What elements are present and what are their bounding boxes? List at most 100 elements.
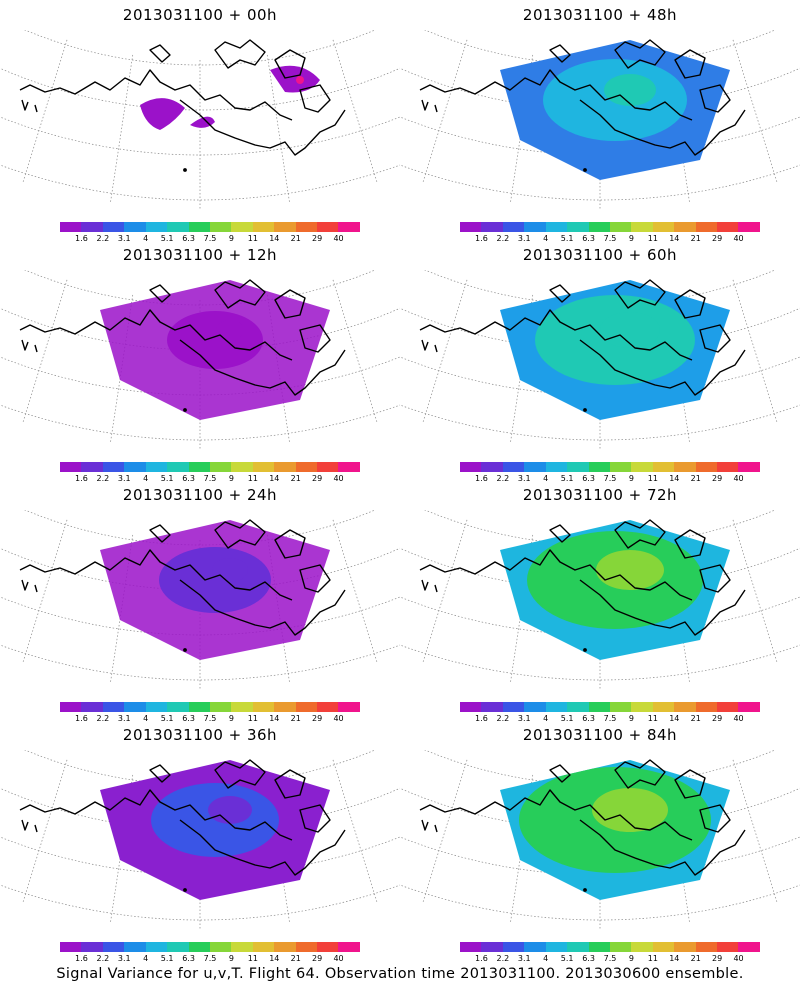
colorbar-tick-label: 40 [733,714,744,723]
map-panel: 2013031100 + 84h 1.6 2.2 3.1 4 5.1 6.3 7.5 9 11 14… [400,720,800,963]
colorbar-swatch [695,702,718,712]
colorbar-tick-label: 7.5 [203,234,217,243]
colorbar-swatch [81,942,103,952]
colorbar-swatch [167,222,189,232]
colorbar-tick-label: 29 [712,954,723,963]
colorbar-swatch [738,942,760,952]
colorbar-swatch [102,942,125,952]
colorbar-swatch [145,222,168,232]
colorbar-tick-label: 7.5 [603,474,617,483]
map-panel: 2013031100 + 12h 1.6 2.2 3.1 4 5.1 6.3 7.5 9 11 14… [0,240,400,483]
colorbar-tick-label: 1.6 [475,714,488,723]
map-panel: 2013031100 + 48h 1.6 2.2 3.1 4 5.1 6.3 7.5 9 11 14… [400,0,800,243]
colorbar-swatch [145,942,168,952]
colorbar-labels: 1.6 2.2 3.1 4 5.1 6.3 7.5 9 11 14 21 29 40 [450,954,770,964]
colorbar-tick-label: 6.3 [582,954,595,963]
map-image [400,270,800,450]
colorbar-swatch [652,702,675,712]
panel-title: 2013031100 + 24h [122,486,278,504]
colorbar [60,942,360,952]
colorbar-tick-label: 7.5 [203,954,217,963]
colorbar-tick-label: 29 [712,714,723,723]
panel-title: 2013031100 + 48h [522,6,678,24]
colorbar-swatch [502,462,525,472]
colorbar-tick-label: 3.1 [117,474,131,483]
colorbar-swatch [502,222,525,232]
colorbar-labels: 1.6 2.2 3.1 4 5.1 6.3 7.5 9 11 14 21 29 40 [450,234,770,244]
colorbar-swatch [652,222,675,232]
colorbar-tick-label: 3.1 [117,234,131,243]
colorbar-swatch [502,942,525,952]
colorbar-tick-label: 21 [290,954,301,963]
colorbar-tick-label: 40 [333,234,344,243]
colorbar-swatch [60,222,82,232]
colorbar-swatch [588,942,610,952]
colorbar-tick-label: 6.3 [182,474,195,483]
colorbar-tick-label: 9 [228,714,234,723]
colorbar-swatch [295,462,318,472]
colorbar-swatch [695,942,718,952]
colorbar-swatch [81,222,103,232]
colorbar-tick-label: 9 [628,714,634,723]
colorbar-swatch [102,462,125,472]
colorbar-swatch [274,462,296,472]
colorbar-swatch [717,462,739,472]
colorbar-tick-label: 7.5 [603,234,617,243]
colorbar [60,462,360,472]
colorbar-tick-label: 6.3 [182,954,195,963]
colorbar-swatch [717,222,739,232]
colorbar-swatch [609,462,632,472]
colorbar-swatch [631,462,653,472]
coastline [419,759,746,892]
colorbar-swatch [695,222,718,232]
colorbar-tick-label: 2.2 [496,474,510,483]
colorbar-tick-label: 29 [312,714,323,723]
coastline [19,39,346,172]
colorbar-tick-label: 2.2 [96,474,110,483]
colorbar-swatch [567,702,589,712]
panel-title: 2013031100 + 00h [122,6,278,24]
colorbar-swatch [460,702,482,712]
variance-field [296,76,304,84]
colorbar-swatch [102,222,125,232]
colorbar-swatch [209,222,232,232]
colorbar-tick-label: 5.1 [560,474,574,483]
colorbar-tick-label: 29 [312,474,323,483]
colorbar-tick-label: 1.6 [75,714,88,723]
colorbar-tick-label: 1.6 [75,954,88,963]
map-panel: 2013031100 + 36h 1.6 2.2 3.1 4 5.1 6.3 7.5 9 11 14… [0,720,400,963]
colorbar-swatch [652,942,675,952]
colorbar-swatch [609,222,632,232]
colorbar-swatch [231,222,253,232]
colorbar-swatch [274,222,296,232]
colorbar-swatch [188,942,210,952]
coastline [19,759,346,892]
colorbar-swatch [295,222,318,232]
colorbar-tick-label: 5.1 [560,234,574,243]
colorbar-swatch [460,462,482,472]
colorbar-tick-label: 2.2 [496,234,510,243]
map-image [0,30,400,210]
colorbar-swatch [317,222,339,232]
colorbar-swatch [124,462,146,472]
colorbar-tick-label: 21 [690,474,701,483]
colorbar-tick-label: 3.1 [517,714,531,723]
colorbar-swatch [567,462,589,472]
map-panel: 2013031100 + 00h 1.6 2.2 3.1 4 5.1 6.3 7.5 9 11 14… [0,0,400,243]
map-image [0,270,400,450]
colorbar-tick-label: 3.1 [517,954,531,963]
colorbar-swatch [295,942,318,952]
colorbar-tick-label: 21 [290,474,301,483]
map-image [400,750,800,930]
colorbar-tick-label: 29 [312,954,323,963]
colorbar-swatch [252,702,275,712]
colorbar-tick-label: 14 [269,954,280,963]
colorbar [460,222,760,232]
colorbar-tick-label: 1.6 [475,954,488,963]
colorbar-swatch [652,462,675,472]
colorbar-swatch [167,702,189,712]
colorbar-swatch [252,222,275,232]
colorbar-swatch [231,462,253,472]
colorbar-tick-label: 1.6 [475,234,488,243]
colorbar-tick-label: 4 [143,474,149,483]
